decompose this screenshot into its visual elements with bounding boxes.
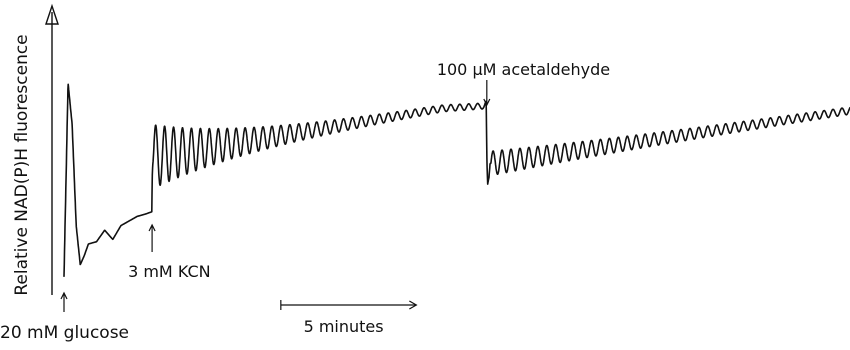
- annotation-acetaldehyde: 100 μM acetaldehyde: [437, 60, 610, 107]
- y-axis-arrowhead: [45, 3, 59, 25]
- acetaldehyde-label: 100 μM acetaldehyde: [437, 60, 610, 79]
- glucose-label: 20 mM glucose: [0, 323, 129, 343]
- y-axis-label: Relative NAD(P)H fluorescence: [12, 34, 32, 295]
- scale-bar: 5 minutes: [280, 300, 418, 336]
- annotation-kcn: 3 mM KCN: [128, 223, 211, 281]
- glucose-arrowhead: [60, 291, 68, 300]
- kcn-arrowhead: [148, 223, 156, 232]
- kcn-label: 3 mM KCN: [128, 262, 211, 281]
- annotation-glucose: 20 mM glucose: [0, 291, 129, 343]
- scale-bar-arrowhead: [409, 300, 418, 310]
- acetaldehyde-arrowhead: [483, 98, 491, 107]
- scale-bar-label: 5 minutes: [304, 317, 384, 336]
- fluorescence-trace: [63, 83, 850, 277]
